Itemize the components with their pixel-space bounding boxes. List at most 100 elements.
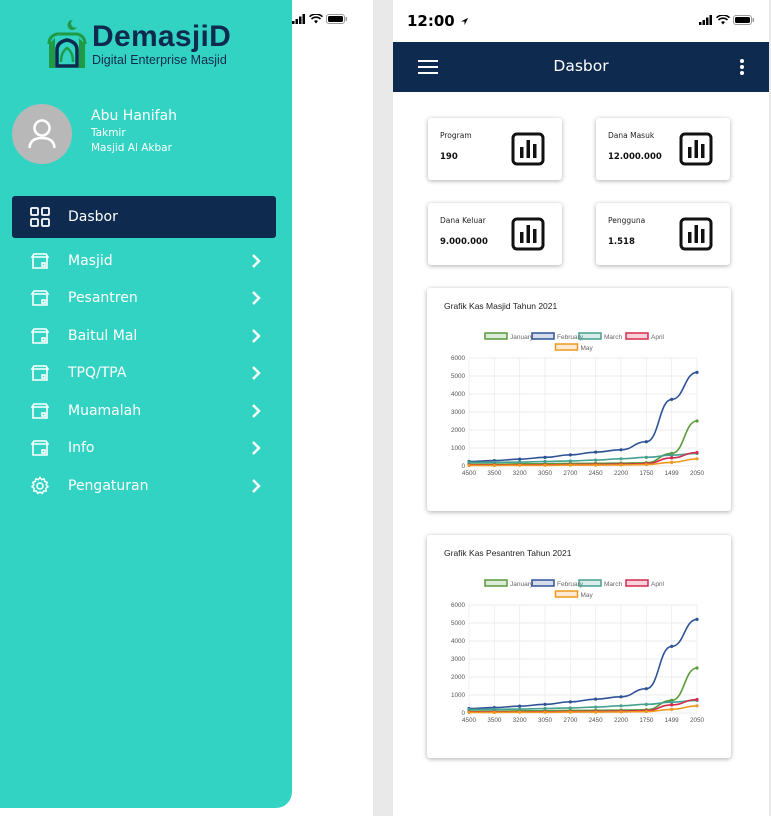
menu-item-info[interactable]: Info (12, 430, 276, 468)
legend-swatch (578, 332, 602, 340)
menu-item-tpq-tpa[interactable]: TPQ/TPA (12, 355, 276, 393)
legend-swatch (625, 332, 649, 340)
data-point (670, 703, 674, 707)
data-point (619, 457, 623, 461)
x-tick-label: 3050 (538, 717, 553, 724)
more-options-icon[interactable] (739, 58, 745, 76)
stat-card-dana-masuk[interactable]: Dana Masuk 12.000.000 (596, 118, 730, 180)
signal-icon (292, 14, 305, 24)
data-point (568, 463, 572, 467)
data-point (644, 462, 648, 467)
menu-label: Info (68, 440, 95, 457)
battery-icon (733, 15, 755, 25)
data-point (543, 710, 547, 714)
data-point (568, 706, 572, 710)
data-point (670, 707, 674, 711)
stat-card-dana-keluar[interactable]: Dana Keluar 9.000.000 (428, 203, 562, 265)
legend-label: March (604, 334, 622, 341)
building-icon (29, 250, 51, 272)
bar-chart-icon (679, 217, 713, 251)
menu-item-pengaturan[interactable]: Pengaturan (12, 467, 276, 505)
x-tick-label: 3200 (513, 717, 528, 724)
menu-item-masjid[interactable]: Masjid (12, 242, 276, 280)
user-profile[interactable]: Abu Hanifah Takmir Masjid Al Akbar (12, 104, 177, 164)
dashboard-icon (29, 206, 51, 228)
menu-label: Muamalah (68, 402, 142, 419)
legend-label: March (604, 581, 622, 588)
brand-tagline: Digital Enterprise Masjid (92, 53, 227, 67)
data-point (594, 450, 598, 454)
y-tick-label: 0 (461, 463, 465, 470)
menu-item-muamalah[interactable]: Muamalah (12, 392, 276, 430)
data-point (518, 704, 522, 708)
stat-value: 12.000.000 (608, 152, 662, 162)
legend-swatch (531, 579, 555, 587)
y-tick-label: 6000 (451, 355, 466, 362)
data-point (467, 710, 471, 715)
y-tick-label: 6000 (451, 602, 466, 609)
y-tick-label: 3000 (451, 409, 466, 416)
data-point (492, 463, 496, 468)
menu-item-dasbor[interactable]: Dasbor (12, 196, 276, 238)
data-point (619, 704, 623, 708)
x-tick-label: 4500 (462, 470, 477, 477)
data-point (695, 697, 699, 702)
stat-value: 1.518 (608, 237, 635, 247)
data-point (467, 707, 471, 711)
data-point (543, 455, 547, 459)
stat-value: 190 (440, 152, 458, 162)
data-point (644, 687, 648, 691)
status-time: 12:00 (407, 12, 469, 30)
menu-label: Pesantren (68, 290, 138, 307)
x-tick-label: 3050 (538, 470, 553, 477)
stat-card-program[interactable]: Program 190 (428, 118, 562, 180)
chevron-right-icon (252, 441, 261, 456)
chart-title: Grafik Kas Pesantren Tahun 2021 (444, 548, 572, 558)
x-tick-label: 2050 (690, 717, 705, 724)
x-tick-label: 2200 (614, 717, 629, 724)
data-point (695, 457, 699, 461)
data-point (543, 463, 547, 467)
y-tick-label: 2000 (451, 427, 466, 434)
data-point (467, 460, 471, 464)
series-line (468, 452, 698, 464)
hamburger-menu-icon[interactable] (418, 59, 438, 75)
data-point (695, 666, 699, 670)
chevron-right-icon (252, 403, 261, 418)
data-point (594, 697, 598, 701)
data-point (568, 453, 572, 457)
page-title: Dasbor (553, 57, 609, 75)
y-tick-label: 5000 (451, 620, 466, 627)
data-point (543, 702, 547, 706)
data-point (644, 440, 648, 444)
stat-label: Dana Masuk (608, 131, 655, 140)
location-arrow-icon (460, 17, 469, 26)
x-tick-label: 3200 (513, 470, 528, 477)
data-point (619, 710, 623, 714)
legend-label: February (557, 334, 584, 341)
stat-card-pengguna[interactable]: Pengguna 1.518 (596, 203, 730, 265)
menu-label: Dasbor (68, 209, 118, 225)
chevron-right-icon (252, 291, 261, 306)
y-tick-label: 0 (461, 710, 465, 717)
data-point (492, 710, 496, 715)
legend-label: January (510, 581, 534, 588)
x-tick-label: 2050 (690, 470, 705, 477)
chart-title: Grafik Kas Masjid Tahun 2021 (444, 301, 558, 311)
data-point (670, 460, 674, 464)
data-point (543, 459, 547, 464)
y-tick-label: 4000 (451, 638, 466, 645)
menu-item-pesantren[interactable]: Pesantren (12, 280, 276, 318)
menu-item-baitul-mal[interactable]: Baitul Mal (12, 317, 276, 355)
data-point (619, 448, 623, 452)
chart-card-pesantren: Grafik Kas Pesantren Tahun 2021 January F… (427, 535, 731, 758)
wifi-icon (309, 14, 323, 24)
legend-swatch (578, 579, 602, 587)
data-point (594, 705, 598, 709)
legend-swatch (625, 579, 649, 587)
chevron-right-icon (252, 253, 261, 268)
profile-role: Takmir (91, 127, 126, 139)
y-tick-label: 4000 (451, 391, 466, 398)
menu-label: Pengaturan (68, 477, 149, 494)
series-line (468, 618, 698, 710)
